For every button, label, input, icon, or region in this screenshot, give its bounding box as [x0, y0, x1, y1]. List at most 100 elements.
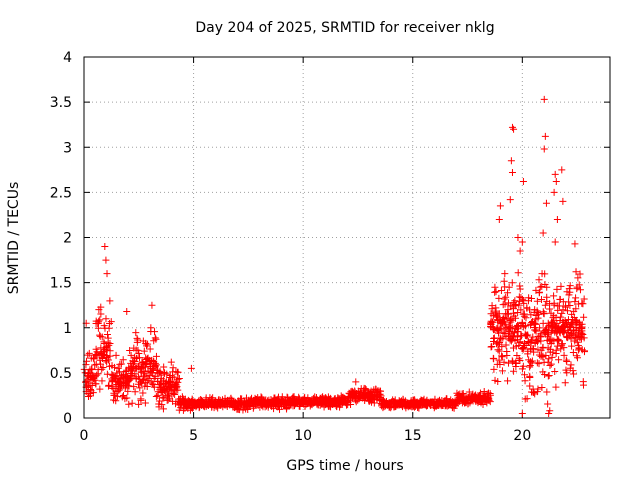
- data-point: [116, 386, 124, 394]
- data-point: [104, 356, 112, 364]
- data-point: [376, 387, 384, 395]
- data-point: [555, 302, 563, 310]
- data-point: [541, 132, 549, 140]
- data-point: [86, 392, 94, 400]
- data-point: [103, 331, 111, 339]
- data-point: [518, 238, 526, 246]
- y-axis-label: SRMTID / TECUs: [6, 182, 22, 295]
- data-point: [561, 379, 569, 387]
- data-point: [526, 372, 534, 380]
- data-point: [495, 215, 503, 223]
- x-tick-label: 5: [189, 428, 198, 444]
- data-point: [174, 386, 182, 394]
- data-point: [572, 268, 580, 276]
- data-point: [89, 354, 97, 362]
- data-point: [510, 329, 518, 337]
- y-tick-label: 3: [63, 140, 72, 156]
- data-point: [159, 393, 167, 401]
- data-point: [98, 365, 106, 373]
- data-point: [102, 256, 110, 264]
- data-point: [497, 287, 505, 295]
- data-point: [123, 394, 131, 402]
- data-point: [548, 353, 556, 361]
- data-point: [579, 300, 587, 308]
- data-point: [518, 318, 526, 326]
- data-point: [88, 365, 96, 373]
- data-point: [131, 388, 139, 396]
- x-tick-label: 15: [404, 428, 422, 444]
- data-point: [88, 382, 96, 390]
- data-point: [551, 238, 559, 246]
- data-point: [560, 344, 568, 352]
- data-point: [504, 289, 512, 297]
- data-point: [494, 346, 502, 354]
- data-point: [533, 388, 541, 396]
- data-point: [572, 305, 580, 313]
- data-point: [138, 364, 146, 372]
- data-point: [84, 351, 92, 359]
- data-point: [96, 385, 104, 393]
- data-point: [148, 301, 156, 309]
- data-point: [486, 391, 494, 399]
- data-point: [535, 276, 543, 284]
- data-point: [119, 356, 127, 364]
- y-tick-label: 0.5: [50, 366, 72, 382]
- data-point: [570, 370, 578, 378]
- data-point: [542, 352, 550, 360]
- data-point: [504, 377, 512, 385]
- data-point: [501, 300, 509, 308]
- data-point: [158, 401, 166, 409]
- data-point: [486, 398, 494, 406]
- data-point: [580, 334, 588, 342]
- data-point: [578, 323, 586, 331]
- data-point: [139, 389, 147, 397]
- data-point: [532, 327, 540, 335]
- y-tick-label: 4: [63, 50, 72, 66]
- data-point: [512, 314, 520, 322]
- data-point: [510, 125, 518, 133]
- data-point: [485, 393, 493, 401]
- data-point: [557, 313, 565, 321]
- data-point: [151, 328, 159, 336]
- data-point: [159, 405, 167, 413]
- data-point: [519, 362, 527, 370]
- data-point: [508, 279, 516, 287]
- data-point: [489, 318, 497, 326]
- data-point: [488, 302, 496, 310]
- data-point: [111, 373, 119, 381]
- x-tick-label: 0: [80, 428, 89, 444]
- data-point: [361, 385, 369, 393]
- data-point: [536, 324, 544, 332]
- data-point: [574, 274, 582, 282]
- data-point: [533, 359, 541, 367]
- data-point: [550, 299, 558, 307]
- data-point: [563, 369, 571, 377]
- data-point: [496, 339, 504, 347]
- data-point: [496, 360, 504, 368]
- grid: [84, 57, 610, 418]
- data-point: [125, 400, 133, 408]
- data-point: [529, 388, 537, 396]
- y-tick-label: 2.5: [50, 185, 72, 201]
- data-point: [557, 282, 565, 290]
- data-point: [544, 400, 552, 408]
- data-point: [526, 382, 534, 390]
- data-point: [487, 317, 495, 325]
- data-point: [137, 396, 145, 404]
- data-point: [535, 360, 543, 368]
- data-point: [152, 335, 160, 343]
- data-point: [551, 368, 559, 376]
- data-point: [539, 353, 547, 361]
- data-point: [529, 345, 537, 353]
- data-point: [485, 396, 493, 404]
- data-point: [559, 197, 567, 205]
- data-point: [540, 95, 548, 103]
- data-point: [522, 332, 530, 340]
- data-point: [132, 329, 140, 337]
- data-point: [566, 288, 574, 296]
- data-point: [569, 349, 577, 357]
- y-tick-label: 2: [63, 231, 72, 247]
- data-point: [551, 170, 559, 178]
- data-point: [128, 399, 136, 407]
- data-point: [553, 215, 561, 223]
